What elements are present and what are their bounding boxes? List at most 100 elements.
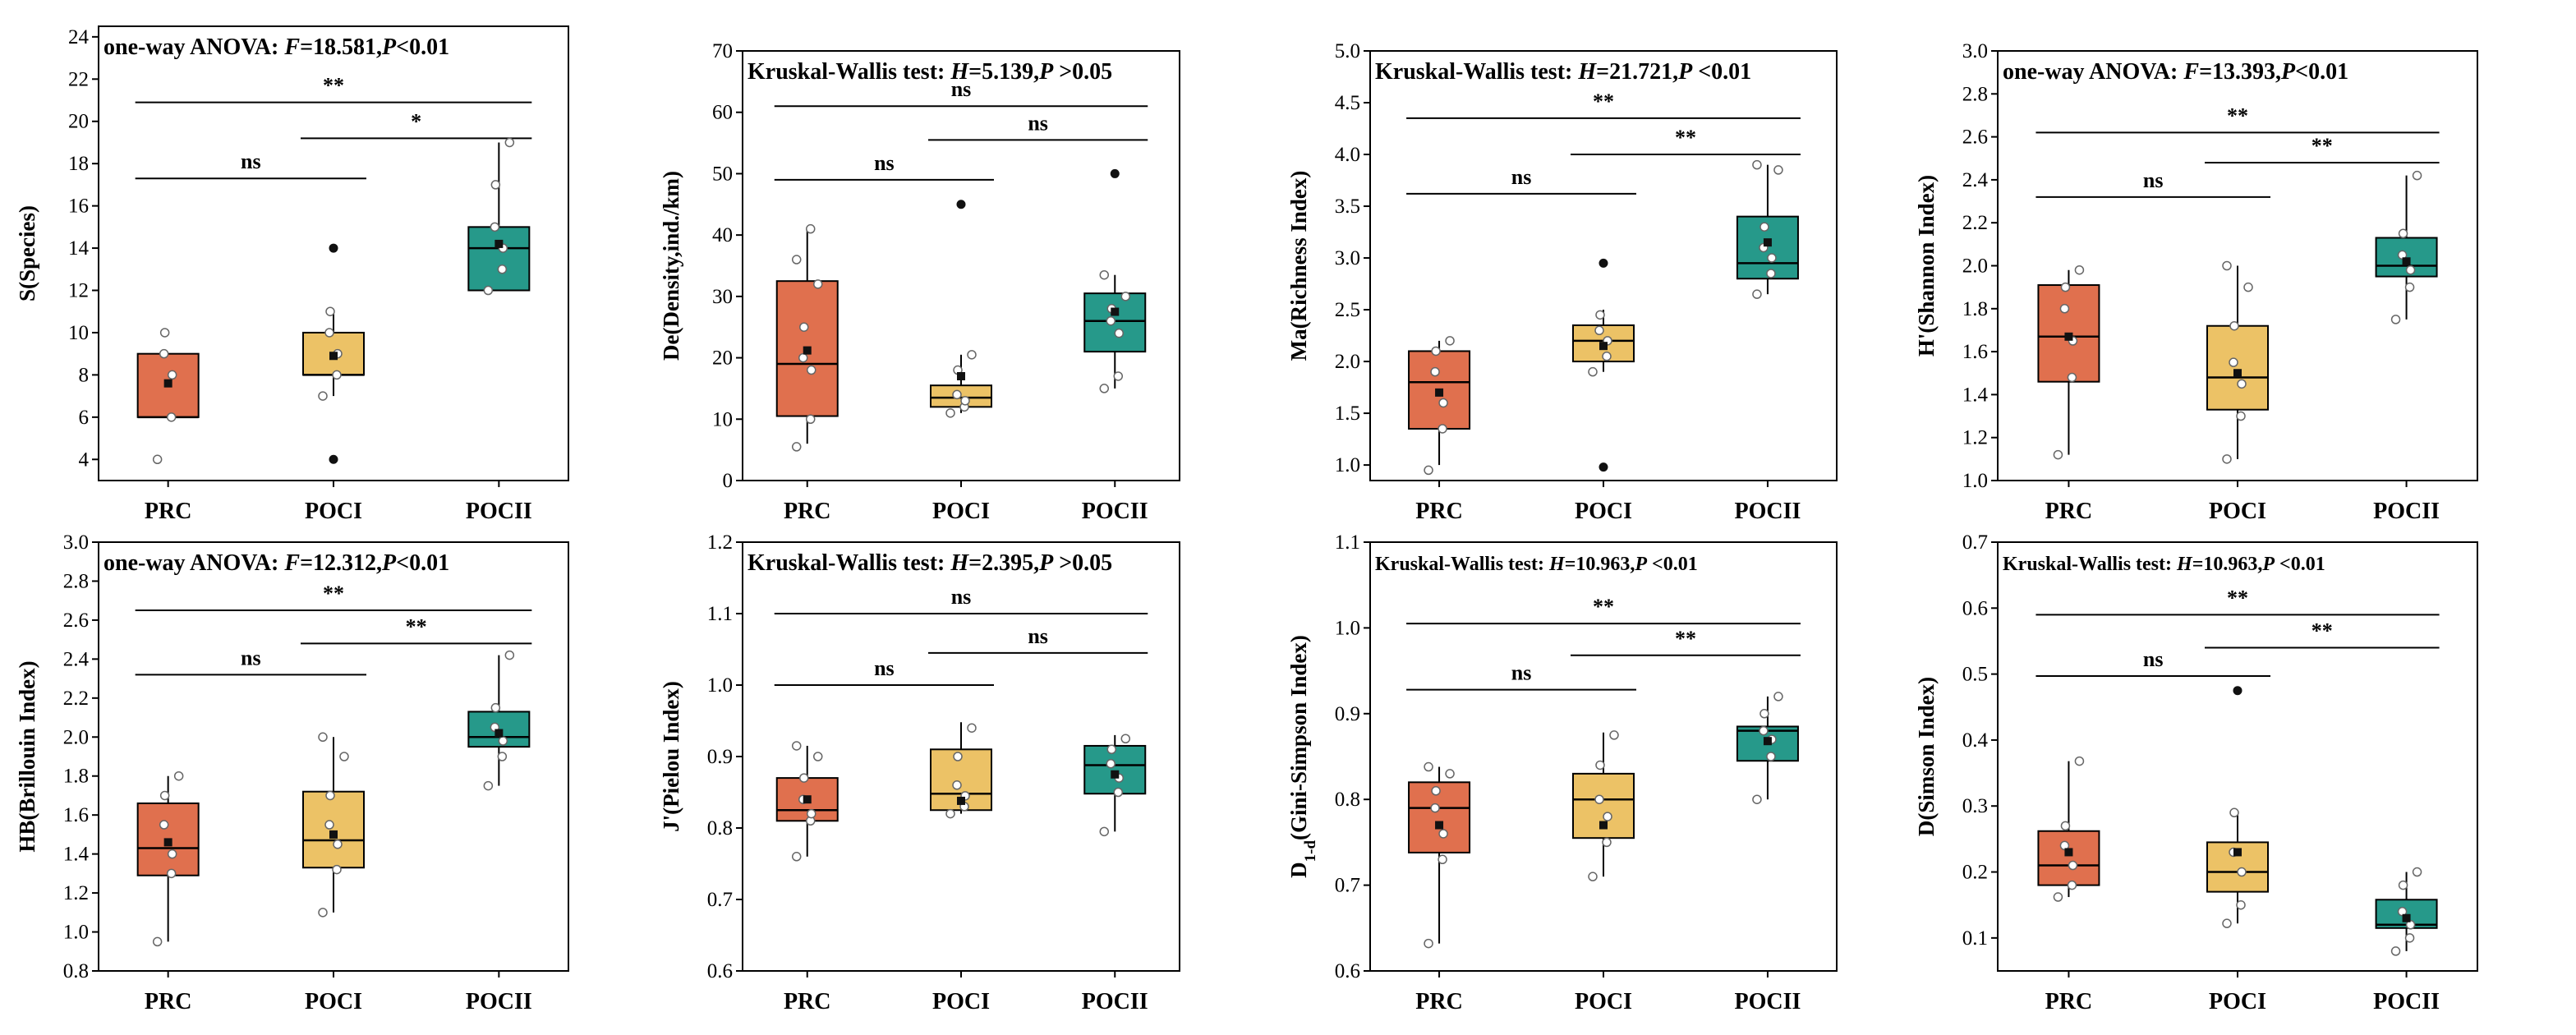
data-point xyxy=(2398,880,2408,890)
data-point xyxy=(2412,867,2422,877)
sig-label: ** xyxy=(1675,126,1696,150)
data-point xyxy=(2222,454,2232,464)
data-point xyxy=(1099,269,1110,280)
data-point xyxy=(2074,264,2085,275)
y-tick-label: 2.2 xyxy=(1962,212,1988,234)
box-prc xyxy=(2037,264,2100,460)
sig-label: ns xyxy=(241,646,261,669)
data-point xyxy=(791,442,802,452)
panel-brillouin: 0.8 1.0 1.2 1.4 1.6 1.8 2.0 2.2 2.4 2.6 2.8 3.0 HB(B… xyxy=(15,531,569,1014)
y-tick-label: 14 xyxy=(68,237,90,260)
box-iqr xyxy=(2037,830,2100,886)
box-prc xyxy=(1408,761,1471,949)
sig-label: ns xyxy=(2143,647,2164,671)
mean-marker xyxy=(2402,257,2411,266)
box-prc xyxy=(2037,756,2100,902)
data-point xyxy=(483,780,494,791)
data-point xyxy=(2236,899,2246,910)
x-tick-label-poci: POCI xyxy=(1575,989,1632,1014)
sig-label: ** xyxy=(2227,586,2248,610)
data-point xyxy=(167,849,177,859)
data-point xyxy=(1594,794,1604,804)
box-poci xyxy=(1572,730,1635,881)
mean-marker xyxy=(803,795,812,804)
panel-pielou: 0.6 0.7 0.8 0.9 1.0 1.1 1.2 J'(Pielou Index) PRC… xyxy=(659,531,1180,1014)
data-point xyxy=(1760,709,1769,719)
x-tick-label-pocii: POCII xyxy=(466,989,532,1014)
data-point xyxy=(2229,807,2239,818)
y-tick-label: 0.3 xyxy=(1962,795,1988,817)
data-point xyxy=(1106,758,1116,769)
box-poci xyxy=(302,243,365,464)
y-tick-label: 1.2 xyxy=(707,531,733,554)
data-point xyxy=(1752,794,1762,804)
y-tick-label: 12 xyxy=(68,280,89,302)
y-tick-label: 3.5 xyxy=(1335,196,1360,218)
y-tick-label: 60 xyxy=(712,102,733,124)
y-tick-label: 1.6 xyxy=(1962,341,1988,363)
data-point xyxy=(324,328,334,338)
sig-label: ns xyxy=(241,150,261,173)
data-point xyxy=(1106,744,1117,755)
data-point xyxy=(806,365,816,375)
data-point xyxy=(805,223,816,234)
sig-label: * xyxy=(411,109,421,133)
stat-title: Kruskal-Wallis test: H=5.139,P >0.05 xyxy=(748,59,1112,85)
mean-marker xyxy=(163,838,172,847)
y-tick-label: 30 xyxy=(712,286,733,308)
sig-label: ** xyxy=(406,614,427,638)
data-point xyxy=(791,852,802,862)
data-point xyxy=(173,770,184,781)
box-prc xyxy=(775,223,839,452)
data-point xyxy=(2059,304,2070,314)
data-point xyxy=(159,820,169,830)
data-point xyxy=(1602,837,1612,848)
y-tick-label: 8 xyxy=(79,364,90,386)
box-pocii xyxy=(2375,867,2438,956)
y-axis-label: H'(Shannon Index) xyxy=(1914,175,1939,356)
y-tick-label: 0.1 xyxy=(1962,927,1988,950)
mean-marker xyxy=(329,830,338,839)
y-tick-label: 0.8 xyxy=(707,817,733,840)
mean-marker xyxy=(494,239,504,248)
data-point xyxy=(812,279,823,289)
data-point xyxy=(318,391,328,401)
data-point xyxy=(339,752,349,761)
data-point xyxy=(1424,761,1433,772)
data-point xyxy=(1445,336,1455,346)
y-tick-label: 1.8 xyxy=(1962,298,1988,320)
stat-title: one-way ANOVA: F=12.312,P<0.01 xyxy=(104,550,449,576)
data-point xyxy=(2053,449,2063,460)
data-point xyxy=(2237,379,2247,389)
sig-label: ** xyxy=(2312,134,2333,158)
data-point xyxy=(1602,352,1612,361)
data-point xyxy=(2390,315,2401,324)
panel-simpson: 0.1 0.2 0.3 0.4 0.5 0.6 0.7 D(Simson Index) PRC P… xyxy=(1914,531,2478,1014)
x-tick-label-pocii: POCII xyxy=(1734,499,1801,524)
data-point xyxy=(166,868,177,879)
y-tick-label: 2.0 xyxy=(1335,351,1360,373)
y-tick-label: 1.1 xyxy=(707,603,733,625)
y-axis-label: D1-d(Gini-Simpson Index) xyxy=(1286,635,1319,878)
y-tick-label: 4 xyxy=(79,448,90,471)
data-point xyxy=(945,808,955,819)
stat-title: Kruskal-Wallis test: H=21.721,P <0.01 xyxy=(1375,59,1751,85)
data-point xyxy=(1106,315,1116,326)
y-tick-label: 10 xyxy=(68,322,89,344)
sig-label: ns xyxy=(1511,165,1532,189)
y-axis-label: HB(Brillouin Index) xyxy=(15,660,39,852)
data-point xyxy=(1445,769,1455,779)
stat-title: Kruskal-Wallis test: H=10.963,P <0.01 xyxy=(2003,554,2325,575)
data-point xyxy=(945,408,955,418)
data-point xyxy=(805,414,816,425)
data-point xyxy=(1431,786,1441,796)
box-iqr xyxy=(302,790,365,869)
y-tick-label: 18 xyxy=(68,153,89,175)
data-point xyxy=(1767,253,1777,263)
data-point xyxy=(332,370,342,380)
data-point xyxy=(1595,760,1605,770)
data-point xyxy=(791,741,802,751)
mean-marker xyxy=(329,352,338,361)
data-point xyxy=(1438,854,1447,865)
data-point xyxy=(1595,310,1605,320)
